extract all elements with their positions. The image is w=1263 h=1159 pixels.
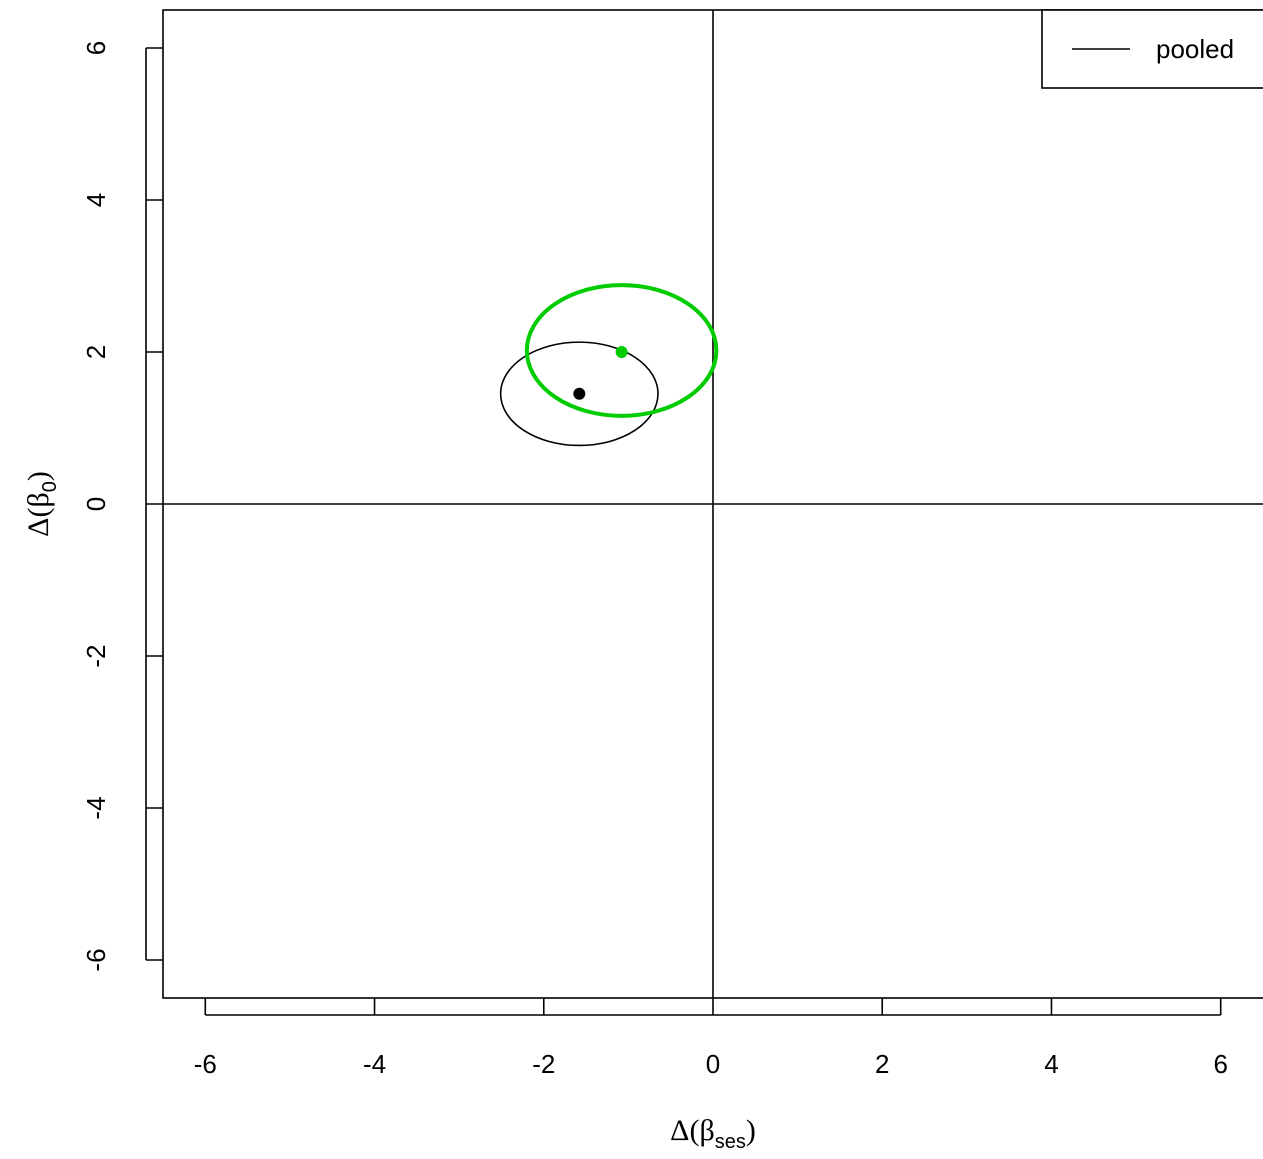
x-tick-label: 6 (1213, 1049, 1227, 1079)
x-tick-label: -6 (194, 1049, 217, 1079)
confidence-ellipse-1 (499, 341, 659, 447)
y-tick-label: 4 (81, 193, 111, 207)
x-tick-label: 0 (706, 1049, 720, 1079)
legend-box (1041, 9, 1263, 89)
y-tick-label: 6 (81, 41, 111, 55)
y-axis-title: Δ(β0) (22, 471, 61, 537)
confidence-ellipse-2 (524, 283, 719, 418)
x-tick-label: 2 (875, 1049, 889, 1079)
x-axis: -6 -4 -2 0 2 4 6 (194, 998, 1228, 1079)
y-tick-label: 2 (81, 345, 111, 359)
y-tick-label: -4 (81, 796, 111, 819)
y-axis: -6 -4 -2 0 2 4 6 (81, 41, 163, 972)
x-tick-label: -4 (363, 1049, 386, 1079)
legend: pooled (1041, 9, 1263, 89)
x-tick-label: 4 (1044, 1049, 1058, 1079)
reference-lines (163, 10, 1263, 998)
x-tick-label: -2 (532, 1049, 555, 1079)
y-tick-label: 0 (81, 497, 111, 511)
y-tick-label: -6 (81, 948, 111, 971)
data-point-1 (573, 387, 586, 400)
data-point-2 (615, 346, 628, 358)
y-tick-label: -2 (81, 644, 111, 667)
data-points (573, 346, 628, 400)
x-axis-title: Δ(βses) (670, 1114, 756, 1153)
legend-label-pooled: pooled (1156, 34, 1234, 64)
confidence-ellipses (499, 283, 719, 447)
